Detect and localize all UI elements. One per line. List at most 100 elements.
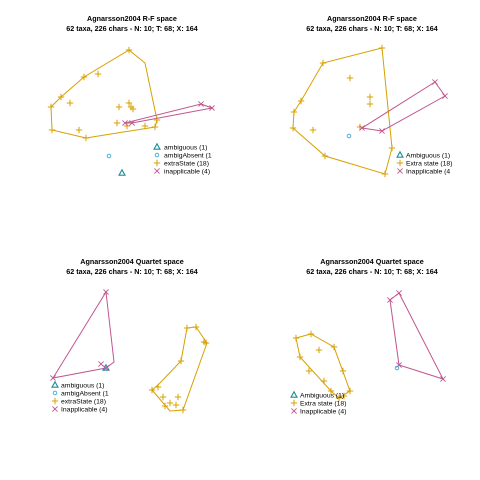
point-inapplicable-2 <box>98 361 104 367</box>
panel-1: Agnarsson2004 R-F space 62 taxa, 226 cha… <box>47 14 215 176</box>
point-ambiguous-1 <box>118 168 126 176</box>
point-extrastate-1 <box>307 330 315 338</box>
point-extrastate-11 <box>356 123 364 131</box>
point-extrastate-7 <box>335 394 343 402</box>
legend-label-extrastate: Extra state (18) <box>300 401 346 408</box>
hull-inapplicable <box>51 290 115 379</box>
point-extrastate-2 <box>292 334 300 342</box>
point-inapplicable-4 <box>379 128 385 134</box>
point-extrastate-10 <box>172 401 180 409</box>
panel-1-legend: ambiguous (1) ambigAbsent (1 extraState … <box>153 142 212 176</box>
point-extrastate-18 <box>113 119 121 127</box>
point-extrastate-10 <box>339 367 347 375</box>
legend-symbol-extrastate <box>290 399 298 407</box>
panel-1-subtitle: 62 taxa, 226 chars - N: 10; T: 68; X: 16… <box>66 24 197 33</box>
legend-symbol-ambiguous <box>396 150 404 158</box>
point-extrastate-8 <box>340 392 348 400</box>
point-extrastate-8 <box>75 126 83 134</box>
legend-marker-inapplicable <box>154 168 160 174</box>
legend-symbol-inapplicable <box>397 168 403 174</box>
legend-symbol-ambigabsent <box>52 390 58 396</box>
legend-marker-inapplicable <box>52 406 58 412</box>
legend-symbol-extrastate <box>396 159 404 167</box>
point-extrastate-3 <box>346 74 354 82</box>
legend-marker-ambiguous <box>396 150 404 158</box>
point-extrastate-12 <box>161 402 169 410</box>
point-extrastate-2 <box>378 44 386 52</box>
hull-extrastate <box>292 47 393 175</box>
panel-2: Agnarsson2004 R-F space 62 taxa, 226 cha… <box>289 14 452 178</box>
point-ambigabsent-1 <box>346 133 352 139</box>
point-extrastate-4 <box>305 367 313 375</box>
point-inapplicable-3 <box>122 120 128 126</box>
point-inapplicable-2 <box>387 297 393 303</box>
legend-label-ambiguous: ambiguous (1) <box>61 383 104 390</box>
legend-label-inapplicable: inapplicable (4) <box>164 169 210 176</box>
panel-4-subtitle: 62 taxa, 226 chars - N: 10; T: 68; X: 16… <box>306 267 437 276</box>
panel-4: Agnarsson2004 Quartet space 62 taxa, 226… <box>290 257 446 416</box>
point-inapplicable-4 <box>440 376 446 382</box>
panel-3-title: Agnarsson2004 Quartet space <box>80 257 183 266</box>
point-ambigabsent-1 <box>106 153 112 159</box>
point-extrastate-6 <box>154 383 162 391</box>
legend-marker-inapplicable <box>291 408 297 414</box>
point-extrastate-3 <box>296 353 304 361</box>
legend-symbol-inapplicable <box>291 408 297 414</box>
point-extrastate-15 <box>141 122 149 130</box>
point-inapplicable-3 <box>103 365 109 371</box>
point-inapplicable-4 <box>129 120 135 126</box>
point-inapplicable-3 <box>396 362 402 368</box>
panel-2-subtitle: 62 taxa, 226 chars - N: 10; T: 68; X: 16… <box>306 24 437 33</box>
legend-label-inapplicable: Inapplicable (4) <box>61 407 107 414</box>
point-extrastate-11 <box>330 343 338 351</box>
legend-label-extrastate: extraState (18) <box>61 399 106 406</box>
legend-label-ambigabsent: ambigAbsent (1 <box>164 153 212 160</box>
point-inapplicable-3 <box>359 125 365 131</box>
point-extrastate-7 <box>48 126 56 134</box>
point-extrastate-2 <box>192 323 200 331</box>
point-extrastate-3 <box>125 46 133 54</box>
point-extrastate-10 <box>115 103 123 111</box>
panel-3: Agnarsson2004 Quartet space 62 taxa, 226… <box>50 257 210 414</box>
point-inapplicable-4 <box>50 375 56 381</box>
point-inapplicable-1 <box>103 289 109 295</box>
point-extrastate-12 <box>381 170 389 178</box>
legend-label-ambiguous: ambiguous (1) <box>164 145 207 152</box>
point-extrastate-1 <box>80 73 88 81</box>
legend-label-inapplicable: Inapplicable (4 <box>406 169 450 176</box>
hull-extrastate <box>50 49 158 139</box>
point-inapplicable-2 <box>209 105 215 111</box>
point-extrastate-1 <box>183 324 191 332</box>
legend-label-ambiguous: Ambiguous (1) <box>300 393 344 400</box>
panel-3-subtitle: 62 taxa, 226 chars - N: 10; T: 68; X: 16… <box>66 267 197 276</box>
legend-label-extrastate: Extra state (18) <box>406 161 452 168</box>
point-inapplicable-2 <box>432 79 438 85</box>
legend-marker-inapplicable <box>397 168 403 174</box>
point-extrastate-4 <box>66 99 74 107</box>
point-extrastate-4 <box>297 97 305 105</box>
point-extrastate-5 <box>177 357 185 365</box>
legend-marker-extrastate <box>153 159 161 167</box>
point-extrastate-6 <box>327 387 335 395</box>
point-inapplicable-1 <box>198 101 204 107</box>
point-inapplicable-1 <box>396 290 402 296</box>
legend-symbol-ambiguous <box>290 390 298 398</box>
legend-label-extrastate: extraState (18) <box>164 161 209 168</box>
point-extrastate-5 <box>290 108 298 116</box>
point-extrastate-6 <box>47 103 55 111</box>
point-extrastate-10 <box>366 93 374 101</box>
point-extrastate-2 <box>94 70 102 78</box>
point-extrastate-9 <box>366 100 374 108</box>
hull-inapplicable <box>124 103 214 124</box>
legend-label-ambigabsent: ambigAbsent (1 <box>61 391 109 398</box>
legend-symbol-extrastate <box>153 159 161 167</box>
point-extrastate-9 <box>82 134 90 142</box>
legend-marker-extrastate <box>290 399 298 407</box>
point-extrastate-8 <box>159 393 167 401</box>
point-extrastate-16 <box>151 123 159 131</box>
point-extrastate-17 <box>153 116 161 124</box>
legend-symbol-ambigabsent <box>154 152 160 158</box>
legend-symbol-extrastate <box>51 397 59 405</box>
point-inapplicable-1 <box>442 93 448 99</box>
point-extrastate-11 <box>179 406 187 414</box>
